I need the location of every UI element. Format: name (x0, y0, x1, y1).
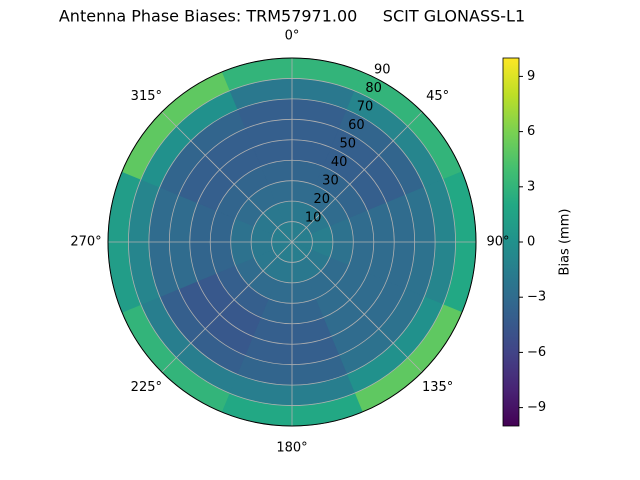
colorbar-tick-label: −3 (527, 290, 546, 305)
r-tick-label: 80 (365, 81, 382, 96)
colorbar-tick-label: 3 (527, 179, 535, 194)
colorbar-tick-label: 6 (527, 124, 535, 139)
grid-spoke (291, 241, 423, 373)
r-tick-label: 20 (314, 192, 331, 207)
grid-spoke (291, 111, 423, 243)
theta-tick-label: 225° (131, 380, 162, 395)
grid-spoke (161, 241, 293, 373)
r-tick-label: 10 (305, 211, 322, 226)
theta-tick-label: 0° (285, 29, 300, 44)
theta-tick-label: 90° (486, 235, 509, 250)
r-tick-label: 70 (357, 99, 374, 114)
theta-tick-label: 45° (426, 89, 449, 104)
r-tick-label: 50 (339, 136, 356, 151)
chart-title: Antenna Phase Biases: TRM57971.00 SCIT G… (59, 7, 525, 26)
theta-tick-label: 270° (70, 235, 101, 250)
theta-tick-label: 135° (422, 380, 453, 395)
theta-tick-label: 180° (276, 441, 307, 456)
r-tick-label: 30 (322, 173, 339, 188)
r-tick-label: 40 (331, 155, 348, 170)
colorbar-label: Bias (mm) (558, 209, 573, 276)
polar-frame (107, 57, 477, 427)
colorbar-tick-label: 0 (527, 235, 535, 250)
r-tick-label: 60 (348, 118, 365, 133)
grid (107, 57, 477, 427)
theta-tick-label: 315° (131, 89, 162, 104)
colorbar-tick-label: 9 (527, 69, 535, 84)
colorbar-tick-label: −6 (527, 345, 546, 360)
grid-spoke (161, 111, 293, 243)
r-tick-label: 90 (374, 62, 391, 77)
colorbar-tick-label: −9 (527, 400, 546, 415)
